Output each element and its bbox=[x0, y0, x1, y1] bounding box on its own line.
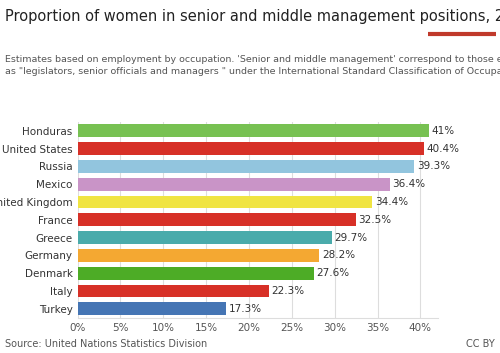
Text: Source: United Nations Statistics Division: Source: United Nations Statistics Divisi… bbox=[5, 339, 207, 349]
Bar bbox=[78, 196, 372, 208]
Text: 22.3%: 22.3% bbox=[271, 286, 304, 296]
Text: 29.7%: 29.7% bbox=[334, 233, 368, 243]
Bar bbox=[78, 213, 356, 226]
Text: 39.3%: 39.3% bbox=[417, 161, 450, 171]
Text: 28.2%: 28.2% bbox=[322, 250, 355, 261]
Bar bbox=[78, 249, 319, 262]
Bar bbox=[78, 142, 424, 155]
Text: Estimates based on employment by occupation. 'Senior and middle management' corr: Estimates based on employment by occupat… bbox=[5, 55, 500, 76]
Text: Our World
in Data: Our World in Data bbox=[436, 9, 488, 30]
Bar bbox=[78, 231, 332, 244]
Text: 34.4%: 34.4% bbox=[375, 197, 408, 207]
Text: 17.3%: 17.3% bbox=[228, 304, 262, 314]
Bar bbox=[78, 303, 226, 315]
Text: 40.4%: 40.4% bbox=[426, 144, 460, 154]
Text: 27.6%: 27.6% bbox=[316, 268, 350, 278]
Text: CC BY: CC BY bbox=[466, 339, 495, 349]
Text: Proportion of women in senior and middle management positions, 2017: Proportion of women in senior and middle… bbox=[5, 9, 500, 24]
Text: 32.5%: 32.5% bbox=[358, 215, 392, 225]
Bar bbox=[78, 160, 414, 173]
Bar bbox=[78, 124, 429, 137]
Bar bbox=[78, 178, 390, 191]
Bar bbox=[78, 285, 268, 297]
Text: 36.4%: 36.4% bbox=[392, 179, 425, 189]
Text: 41%: 41% bbox=[432, 126, 454, 136]
Bar bbox=[78, 267, 314, 280]
